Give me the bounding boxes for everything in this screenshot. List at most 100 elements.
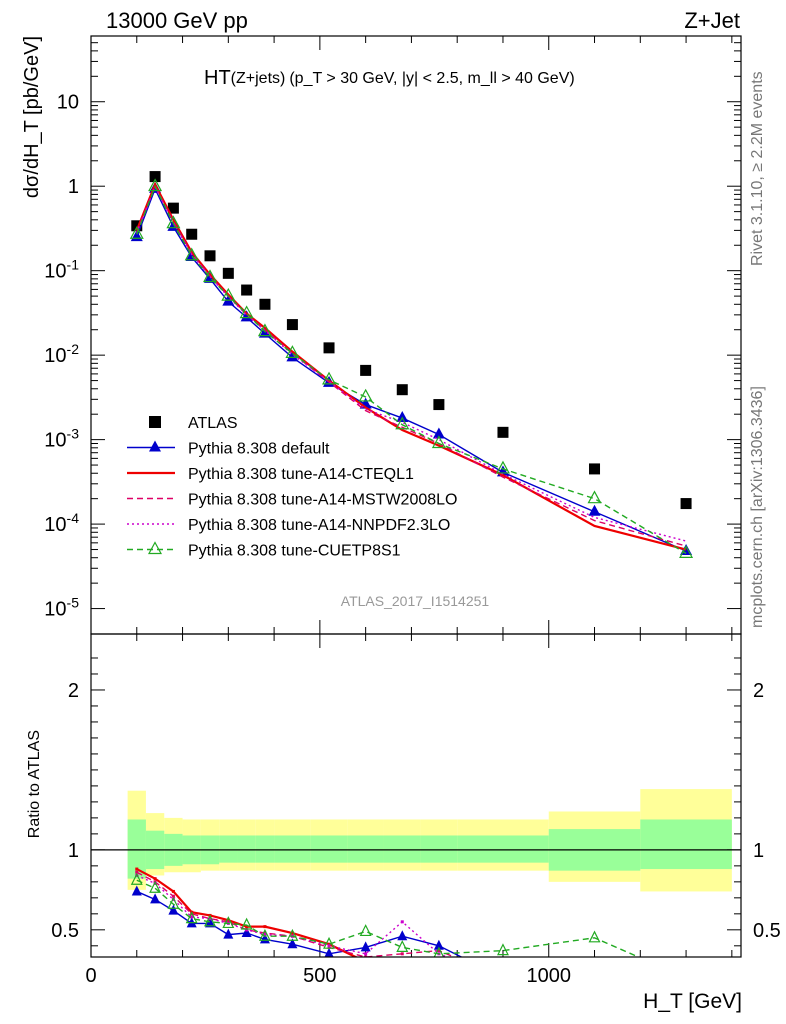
ratio-point (327, 945, 331, 949)
data-point (240, 310, 253, 322)
ratio-point (501, 976, 504, 979)
series-pythia-8-308-tune-cuetp8s1 (129, 178, 694, 558)
ratio-series-pythia-8-308-tune-cuetp8s1 (130, 872, 691, 982)
energy-label: 13000 GeV pp (106, 8, 248, 33)
uncertainty-band-inner (347, 835, 384, 863)
ratio-point (259, 933, 270, 944)
uncertainty-band-inner (237, 835, 256, 863)
ratio-point (501, 976, 504, 979)
series-line (135, 181, 687, 551)
data-point (322, 371, 337, 385)
ratio-point (498, 972, 508, 982)
main-y-tick-label: 10-2 (44, 341, 79, 367)
uncertainty-band-inner (640, 819, 732, 870)
ratio-series-pythia-8-308-tune-a14-mstw2008lo (135, 870, 688, 979)
ratio-point (593, 976, 596, 979)
ratio-point (241, 927, 252, 938)
ratio-y-tick-label-right: 1 (753, 840, 764, 862)
title-cuts: (p_T > 30 GeV, |y| < 2.5, m_ll > 40 GeV) (289, 70, 574, 87)
ratio-y-tick-label: 1 (68, 840, 79, 862)
svg-text:HT(Z+jets)(p_T > 30 GeV, |y| <: HT(Z+jets) (p_T > 30 GeV, |y| < 2.5, m_ll… (204, 67, 575, 89)
ratio-point (396, 940, 409, 953)
ratio-point (263, 933, 267, 937)
series-pythia-8-308-tune-a14-nnpdf2-3lo (136, 185, 687, 542)
ratio-line (136, 868, 359, 957)
legend-marker (149, 440, 161, 452)
legend-label: Pythia 8.308 default (188, 441, 330, 458)
series-atlas (131, 171, 692, 510)
data-point (204, 250, 216, 262)
ratio-frame (90, 633, 742, 958)
data-point (587, 490, 602, 504)
ratio-point (588, 930, 601, 943)
series-pythia-8-308-tune-a14-cteql1 (135, 181, 687, 551)
main-y-tick-label: 10 (57, 92, 79, 114)
data-point (433, 399, 445, 411)
ratio-point (245, 925, 249, 929)
uncertainty-band-inner (127, 819, 146, 879)
process-label: Z+Jet (684, 8, 740, 33)
uncertainty-band-inner (219, 835, 238, 863)
data-point (285, 345, 300, 358)
ratio-point (590, 972, 600, 982)
ratio-point (364, 952, 368, 956)
data-point (431, 435, 446, 449)
legend-marker (147, 541, 163, 555)
ratio-panel: 0 500 1000 0.5 0.5 1 1 2 2 Ratio to ATLAS H_T [G… (26, 633, 781, 1013)
uncertainty-band-inner (420, 835, 458, 863)
data-point (167, 202, 179, 214)
ratio-point (685, 976, 688, 979)
data-point (323, 342, 335, 354)
data-point (588, 504, 601, 516)
ratio-point (150, 893, 161, 904)
ratio-point (400, 952, 404, 956)
x-axis-label: H_T [GeV] (643, 990, 742, 1013)
data-point (203, 269, 218, 283)
ratio-point (501, 976, 504, 979)
uncertainty-band-inner (310, 835, 348, 863)
data-point (184, 247, 199, 261)
ratio-y-tick-label-right: 0.5 (753, 920, 781, 942)
ratio-series-pythia-8-308-tune-a14-cteql1 (135, 867, 596, 979)
legend-label: ATLAS (188, 415, 238, 432)
ratio-point (593, 976, 596, 979)
ratio-point (360, 941, 371, 952)
ratio-point (593, 976, 596, 979)
ratio-point (245, 928, 249, 932)
data-point (396, 384, 408, 396)
ratio-x-tick-label: 500 (303, 965, 336, 987)
series-line (136, 185, 687, 542)
ratio-point (681, 972, 691, 982)
ratio-point (364, 955, 368, 957)
legend-label: Pythia 8.308 tune-CUETP8S1 (188, 543, 401, 560)
ratio-y-tick-label: 0.5 (51, 920, 79, 942)
ratio-series-pythia-8-308-tune-a14-nnpdf2-3lo (135, 873, 596, 979)
watermark: ATLAS_2017_I1514251 (341, 593, 490, 609)
data-point (395, 416, 410, 430)
legend: ATLAS Pythia 8.308 default Pythia 8.308 tu… (127, 415, 457, 560)
data-point (360, 364, 372, 376)
ratio-point (185, 911, 198, 924)
ratio-point (135, 867, 139, 871)
main-y-tick-label: 1 (68, 176, 79, 198)
data-point (166, 215, 181, 229)
data-point (241, 284, 253, 296)
legend-label: Pythia 8.308 tune-A14-NNPDF2.3LO (188, 517, 450, 534)
ratio-line (136, 871, 456, 957)
ratio-series-pythia-8-308-default (131, 885, 600, 982)
ratio-point (400, 920, 404, 924)
main-y-tick-label: 10-1 (44, 257, 79, 283)
ratio-point (327, 942, 331, 946)
ratio-point (171, 889, 175, 893)
ratio-point (364, 960, 367, 963)
legend-label: Pythia 8.308 tune-A14-MSTW2008LO (188, 492, 457, 509)
ratio-point (437, 949, 441, 953)
ratio-point (222, 916, 235, 929)
ratio-series-group (130, 867, 691, 982)
series-line (136, 187, 687, 552)
ratio-y-tick-label: 2 (68, 680, 79, 702)
data-point (432, 427, 445, 439)
legend-label: Pythia 8.308 tune-A14-CTEQL1 (188, 466, 414, 483)
legend-marker (149, 416, 161, 428)
